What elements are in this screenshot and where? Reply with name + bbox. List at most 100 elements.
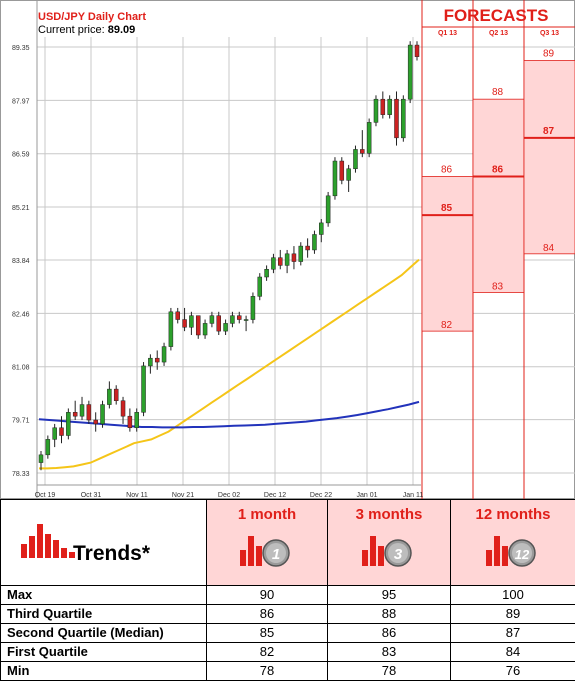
forecasts-title: FORECASTS (444, 6, 549, 25)
candle-body (401, 99, 405, 138)
x-tick-label: Dec 22 (310, 492, 332, 499)
forecast-value-label: 86 (492, 165, 504, 176)
forecast-range-box (473, 99, 524, 292)
candle-body (319, 223, 323, 235)
table-row: Third Quartile 86 88 89 (1, 605, 575, 624)
trends-title-cell: Trends* (1, 500, 207, 586)
candle-body (374, 99, 378, 122)
candle-body (271, 258, 275, 270)
candle-body (217, 316, 221, 331)
cell-value: 78 (207, 662, 328, 681)
y-tick-label: 85.21 (12, 205, 30, 212)
current-price-label: Current price: (38, 24, 105, 36)
candle-body (408, 45, 412, 99)
candle-body (299, 246, 303, 261)
candle-body (333, 161, 337, 196)
row-label: Second Quartile (Median) (1, 624, 207, 643)
x-tick-label: Jan 11 (403, 492, 424, 499)
row-label: First Quartile (1, 643, 207, 662)
col-3-months: 3 months 3 (328, 500, 451, 586)
trends-table: Trends* 1 month 1 3 months (0, 499, 575, 676)
candle-body (292, 254, 296, 262)
candle-body (114, 389, 118, 401)
candle-body (347, 169, 351, 181)
candle-body (230, 316, 234, 324)
candle-body (128, 416, 132, 428)
candle-body (196, 316, 200, 335)
forecast-value-label: 83 (492, 281, 504, 292)
col-12-months: 12 months 12 (451, 500, 575, 586)
y-tick-label: 87.97 (12, 98, 30, 105)
cell-value: 78 (328, 662, 451, 681)
cell-value: 95 (328, 586, 451, 605)
forecast-value-label: 87 (543, 126, 555, 137)
forecast-value-label: 85 (441, 203, 453, 214)
col-3-months-label: 3 months (334, 506, 444, 524)
candle-body (381, 99, 385, 114)
y-tick-label: 79.71 (12, 418, 30, 425)
candle-body (251, 296, 255, 319)
forecast-range-box (422, 177, 473, 332)
cell-value: 88 (328, 605, 451, 624)
candle-body (265, 269, 269, 277)
candle-body (148, 358, 152, 366)
cell-value: 84 (451, 643, 575, 662)
forecast-column-label: Q1 13 (438, 30, 457, 37)
cell-value: 86 (207, 605, 328, 624)
candle-body (162, 347, 166, 362)
candle-body (224, 323, 228, 331)
row-label: Min (1, 662, 207, 681)
candle-body (107, 389, 111, 404)
forecast-value-label: 82 (441, 320, 453, 331)
table-row: First Quartile 82 83 84 (1, 643, 575, 662)
trends-title: Trends* (73, 545, 150, 563)
candle-body (53, 428, 57, 440)
candle-body (388, 99, 392, 114)
candle-body (39, 455, 43, 463)
candle-body (46, 439, 50, 454)
candle-body (66, 412, 70, 435)
cell-value: 82 (207, 643, 328, 662)
cell-value: 76 (451, 662, 575, 681)
row-label: Max (1, 586, 207, 605)
candle-body (60, 428, 64, 436)
y-tick-label: 82.46 (12, 311, 30, 318)
candle-body (210, 316, 214, 324)
candle-body (203, 323, 207, 335)
candle-body (360, 149, 364, 153)
cell-value: 90 (207, 586, 328, 605)
candle-body (285, 254, 289, 266)
candle-body (183, 320, 187, 328)
candle-body (80, 405, 84, 417)
x-tick-label: Dec 02 (218, 492, 240, 499)
trends-grid: Trends* 1 month 1 3 months (0, 499, 575, 681)
cell-value: 89 (451, 605, 575, 624)
candle-body (135, 412, 139, 427)
bar-chart-icon (21, 522, 75, 558)
x-tick-label: Jan 01 (356, 492, 377, 499)
forecast-value-label: 88 (492, 87, 504, 98)
badge-1-text: 1 (272, 546, 280, 563)
row-label: Third Quartile (1, 605, 207, 624)
candle-body (73, 412, 77, 416)
x-tick-label: Nov 11 (126, 492, 148, 499)
y-tick-label: 81.08 (12, 365, 30, 372)
badge-3-text: 3 (394, 546, 403, 563)
candle-body (155, 358, 159, 362)
candle-body (340, 161, 344, 180)
cell-value: 87 (451, 624, 575, 643)
candle-body (142, 366, 146, 412)
candle-body (353, 149, 357, 168)
y-tick-label: 89.35 (12, 45, 30, 52)
badge-12-icon: 12 (486, 528, 540, 568)
candle-body (169, 312, 173, 347)
col-12-months-label: 12 months (457, 506, 569, 524)
x-tick-label: Oct 31 (81, 492, 102, 499)
candle-body (244, 320, 248, 321)
candle-body (415, 45, 419, 57)
candle-body (278, 258, 282, 266)
y-tick-label: 86.59 (12, 152, 30, 159)
forecast-range-box (524, 61, 575, 254)
